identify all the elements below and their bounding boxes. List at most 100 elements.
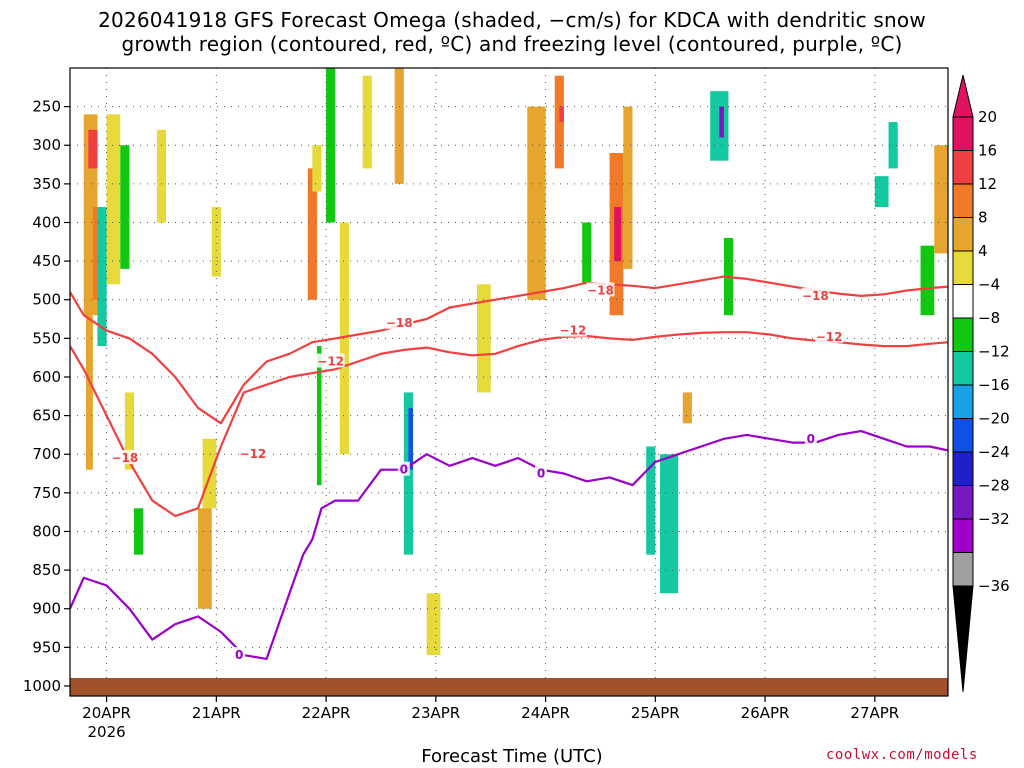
colorbar-label: 20 <box>978 108 997 126</box>
colorbar-bin <box>952 150 974 185</box>
contour-label-bg <box>815 328 844 343</box>
contour-label: −12 <box>317 355 344 369</box>
x-tick-label: 23APR <box>411 704 460 722</box>
x-axis-label: Forecast Time (UTC) <box>421 746 603 767</box>
omega-cell <box>88 129 98 169</box>
y-tick-label: 850 <box>32 561 61 579</box>
colorbar-bin <box>952 552 974 587</box>
colorbar-label: −12 <box>978 343 1010 361</box>
contour-label-bg <box>804 430 817 445</box>
chart-title: 2026041918 GFS Forecast Omega (shaded, −… <box>0 8 1024 56</box>
omega-cell <box>202 438 217 509</box>
contour-label: −18 <box>587 283 614 297</box>
y-tick-label: 350 <box>32 175 61 193</box>
colorbar-label: 8 <box>978 209 988 227</box>
omega-cell <box>888 122 898 169</box>
x-tick-label: 24APR <box>521 704 570 722</box>
contour-label-bg <box>397 461 410 476</box>
omega-cell <box>134 508 144 555</box>
contour-line <box>70 430 948 661</box>
omega-cell <box>394 68 404 184</box>
credit-link[interactable]: coolwx.com/models <box>826 747 978 763</box>
omega-cell <box>614 207 622 262</box>
title-line-2: growth region (contoured, red, ºC) and f… <box>121 32 903 56</box>
contour-label: −12 <box>816 330 843 344</box>
y-tick-label: 950 <box>32 638 61 656</box>
temperature-contours: −18 −12 −12 −18 −18 −12 −18 −12 0 0 0 0 <box>70 275 948 662</box>
contour-label-bg <box>233 647 246 662</box>
omega-cell <box>156 129 167 223</box>
y-tick-label: 550 <box>32 329 61 347</box>
colorbar-bin <box>952 518 974 553</box>
contour-label: −12 <box>240 447 267 461</box>
plot-background <box>70 68 948 696</box>
omega-cell <box>920 245 935 316</box>
y-tick-label: 900 <box>32 600 61 618</box>
x-tick-label: 20APR <box>82 704 131 722</box>
omega-cell <box>582 222 592 285</box>
colorbar-bin <box>952 284 974 319</box>
y-tick-label: 800 <box>32 522 61 540</box>
contour-label: 0 <box>537 467 545 481</box>
omega-cell <box>719 106 724 138</box>
contour-label: −18 <box>386 316 413 330</box>
y-tick-label: 300 <box>32 136 61 154</box>
y-tick-label: 500 <box>32 291 61 309</box>
omega-cell <box>426 593 441 656</box>
contour-label: 0 <box>235 648 243 662</box>
omega-cell <box>682 392 692 424</box>
omega-cell <box>874 176 889 208</box>
colorbar-label: −20 <box>978 410 1010 428</box>
colorbar-label: −4 <box>978 276 1000 294</box>
colorbar-label: −16 <box>978 376 1010 394</box>
colorbar-bin <box>952 384 974 419</box>
contour-label-bg <box>110 450 139 465</box>
pressure-axis: 250 300 350 400 450 500 550 600 650 700 750 800 850 9… <box>23 98 70 695</box>
contour-label-bg <box>238 446 267 461</box>
colorbar-label: 4 <box>978 242 988 260</box>
colorbar-label: −8 <box>978 309 1000 327</box>
contour-label-bg <box>316 353 345 368</box>
omega-cell <box>211 207 221 277</box>
colorbar-bin <box>952 217 974 252</box>
contour-label-bg <box>801 287 830 302</box>
omega-shading <box>83 68 948 656</box>
y-tick-label: 700 <box>32 445 61 463</box>
omega-cell <box>198 508 212 609</box>
omega-cell <box>86 315 93 470</box>
contour-label-bg <box>559 322 588 337</box>
colorbar-label: 12 <box>978 175 997 193</box>
x-tick-label: 25APR <box>631 704 680 722</box>
omega-cell <box>312 145 322 192</box>
y-tick-label: 250 <box>32 98 61 116</box>
colorbar-bin <box>952 116 974 151</box>
contour-label: 0 <box>807 432 815 446</box>
omega-cell <box>124 392 135 470</box>
y-tick-label: 600 <box>32 368 61 386</box>
omega-cell <box>362 75 372 169</box>
contour-label-bg <box>586 282 615 297</box>
omega-cell <box>527 106 546 300</box>
x-tick-label: 22APR <box>302 704 351 722</box>
colorbar-label: −32 <box>978 510 1010 528</box>
colorbar-bottom-triangle <box>952 585 974 693</box>
colorbar: 20 16 12 8 4 −4 −8 −12 −16 −20 −24 −28 −32 −36 <box>952 74 1010 693</box>
contour-label-bg <box>385 314 414 329</box>
colorbar-label: −28 <box>978 477 1010 495</box>
plot-frame <box>69 67 949 697</box>
colorbar-label: −24 <box>978 443 1010 461</box>
omega-cell <box>316 346 322 486</box>
contour-label-bg <box>535 465 548 480</box>
omega-cell <box>120 145 130 269</box>
x-tick-sublabel: 2026 <box>87 723 125 741</box>
colorbar-bin <box>952 418 974 453</box>
omega-cell <box>326 68 336 223</box>
x-tick-label: 26APR <box>741 704 790 722</box>
contour-label: 0 <box>400 463 408 477</box>
y-tick-label: 450 <box>32 252 61 270</box>
colorbar-bin <box>952 351 974 386</box>
contour-label: −12 <box>560 324 587 338</box>
x-tick-label: 27APR <box>850 704 899 722</box>
